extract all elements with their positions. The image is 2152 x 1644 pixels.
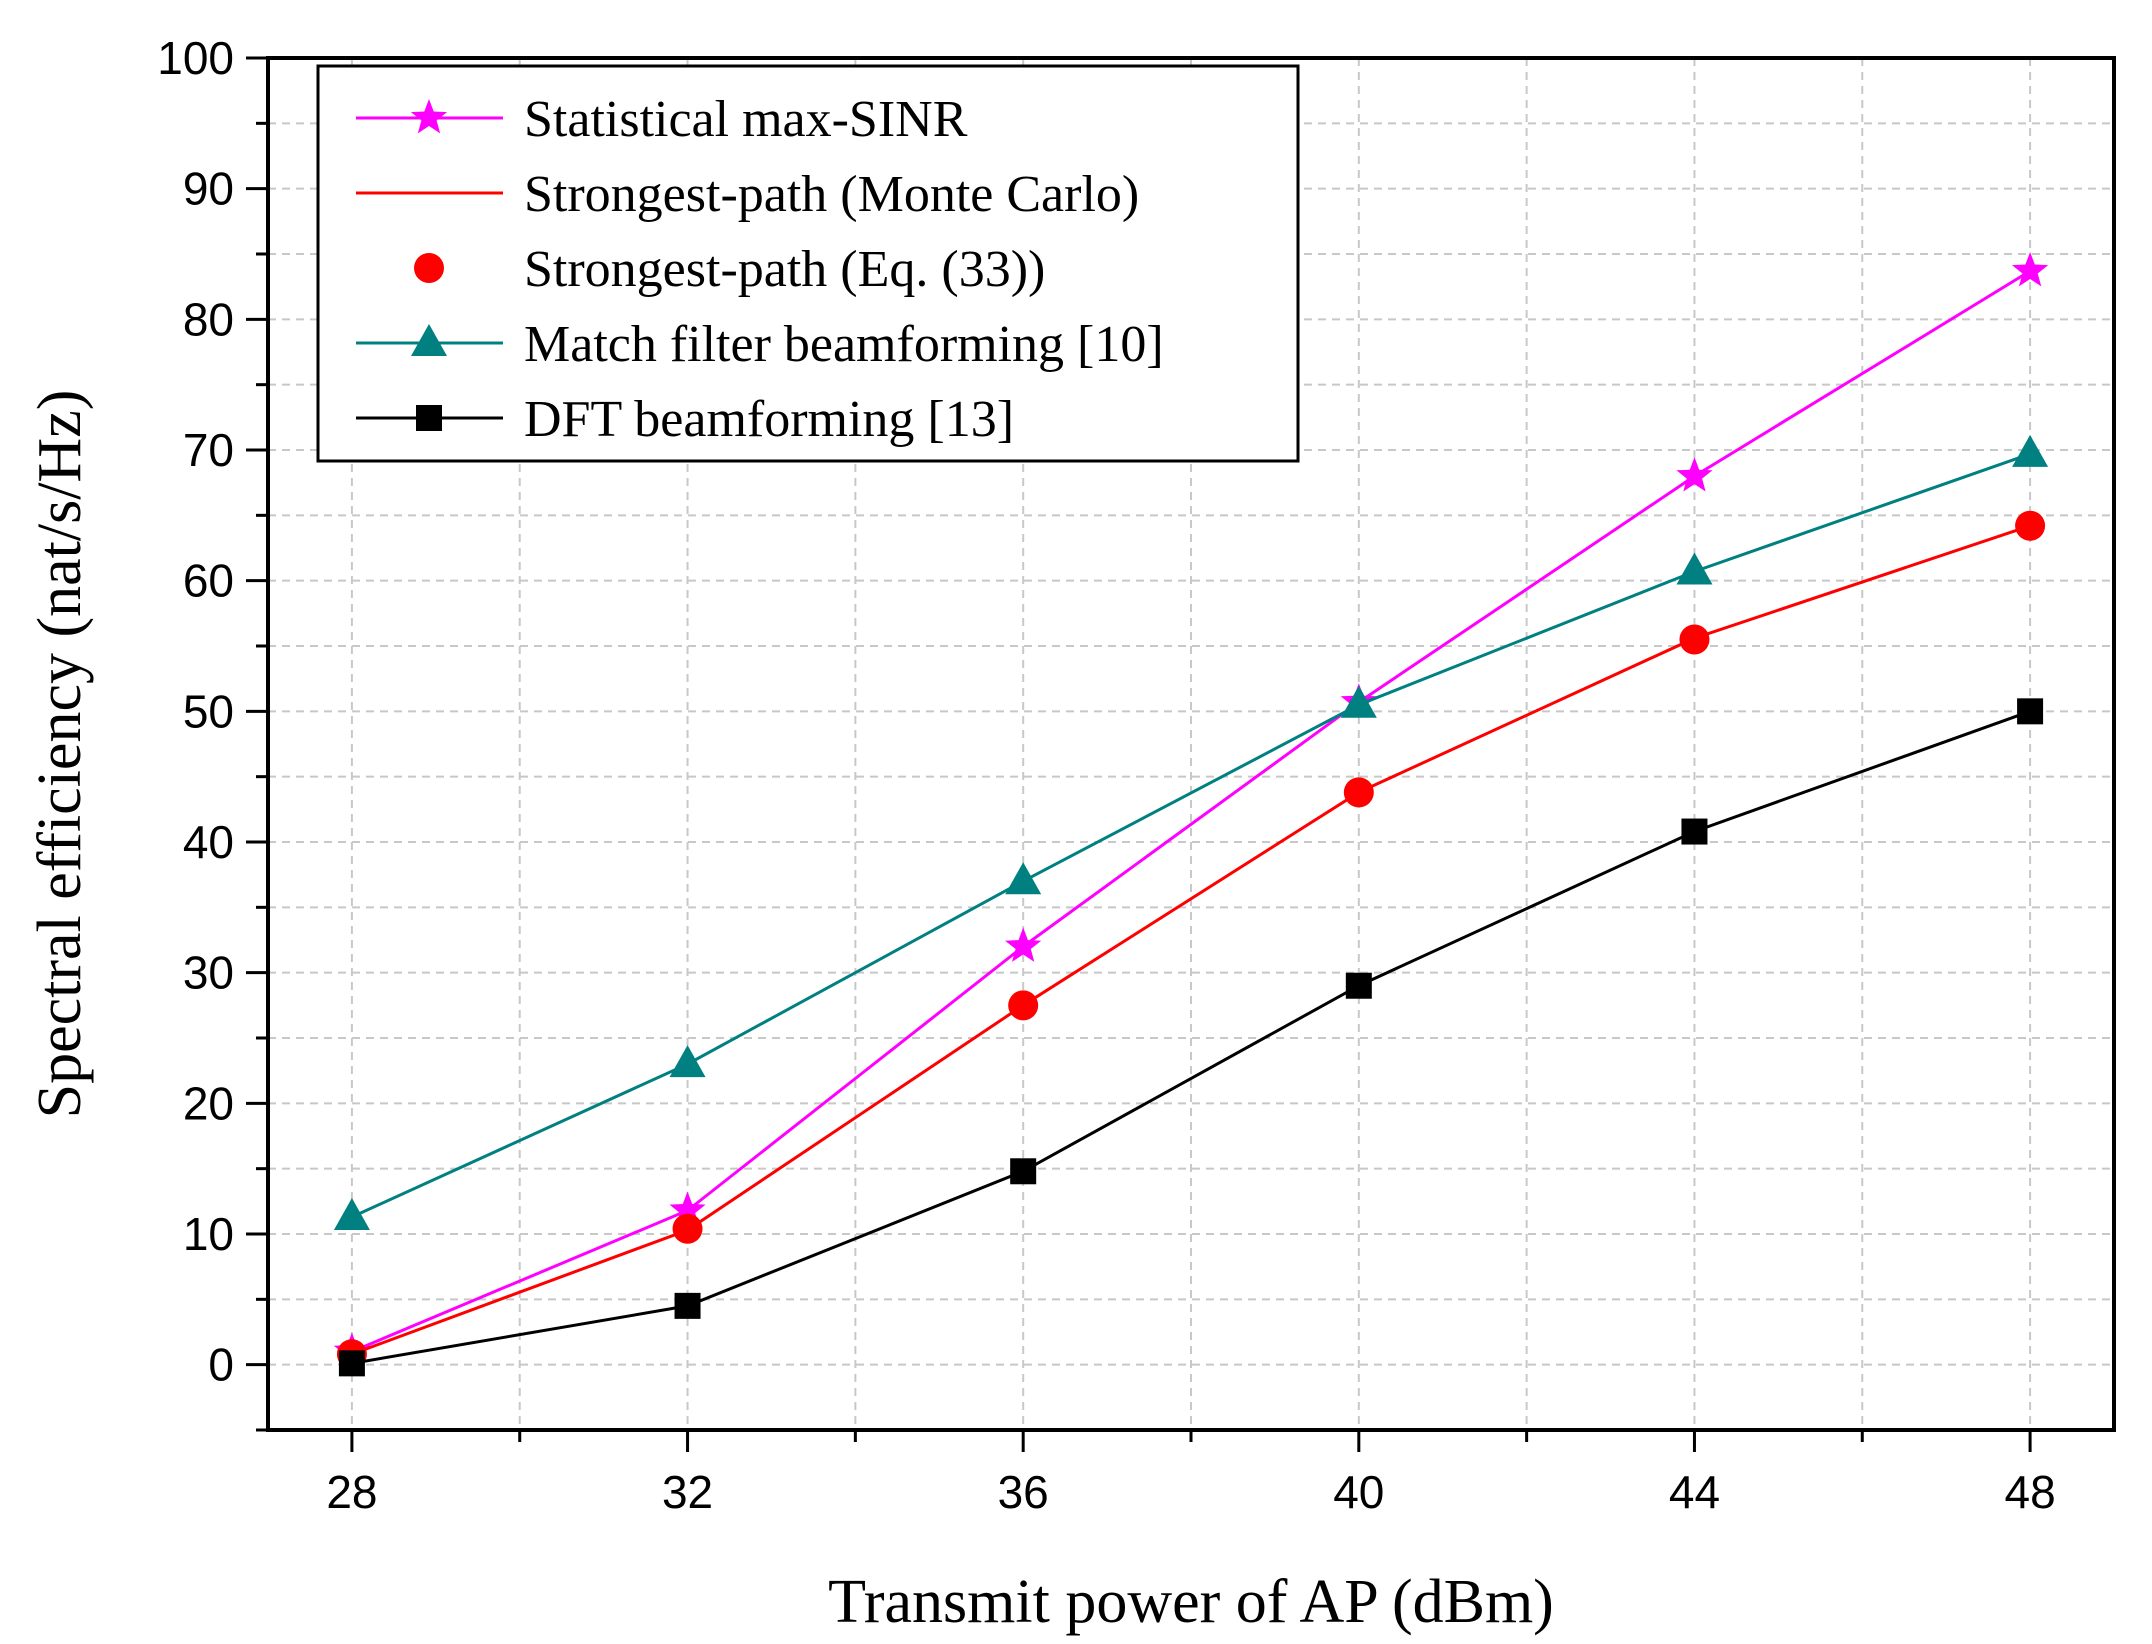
legend-marker bbox=[410, 99, 448, 134]
y-tick-label: 90 bbox=[183, 163, 234, 215]
axis-ticks bbox=[246, 56, 2032, 1452]
legend: Statistical max-SINR Strongest-path (Mont… bbox=[316, 64, 1300, 463]
data-point-match-filter bbox=[1005, 862, 1042, 895]
y-tick-label: 60 bbox=[183, 555, 234, 607]
legend-item-dft: DFT beamforming [13] bbox=[356, 391, 1014, 448]
data-point-strongest-path-eq33 bbox=[2015, 510, 2046, 541]
x-tick-labels: 28 32 36 40 44 48 bbox=[326, 1466, 2055, 1518]
y-tick-label: 0 bbox=[208, 1339, 234, 1391]
y-tick-label: 80 bbox=[183, 293, 234, 345]
data-point-dft bbox=[2017, 698, 2044, 725]
x-tick-label: 36 bbox=[998, 1466, 1049, 1518]
data-point-max-sinr bbox=[2012, 252, 2049, 287]
series-line-match-filter bbox=[351, 452, 2031, 1219]
data-point-dft bbox=[1681, 818, 1708, 845]
legend-label: Strongest-path (Monte Carlo) bbox=[524, 166, 1139, 223]
legend-item-strongest-path-eq33: Strongest-path (Eq. (33)) bbox=[414, 241, 1045, 298]
series-strongest-path-mc bbox=[351, 524, 2031, 1356]
y-axis-title: Spectral efficiency (nat/s/Hz) bbox=[26, 390, 94, 1119]
y-tick-label: 40 bbox=[183, 816, 234, 868]
legend-marker bbox=[414, 253, 444, 283]
data-point-strongest-path-eq33 bbox=[1008, 990, 1039, 1021]
series-layer bbox=[333, 252, 2049, 1377]
legend-label: DFT beamforming [13] bbox=[524, 391, 1014, 448]
data-point-dft bbox=[1345, 972, 1372, 999]
legend-label: Statistical max-SINR bbox=[524, 91, 968, 148]
series-line-dft bbox=[351, 709, 2031, 1365]
legend-item-match-filter: Match filter beamforming [10] bbox=[356, 316, 1164, 373]
legend-marker bbox=[416, 405, 442, 431]
y-tick-label: 10 bbox=[183, 1208, 234, 1260]
data-point-max-sinr bbox=[1005, 927, 1042, 962]
legend-box bbox=[316, 64, 1300, 463]
series-line-max-sinr bbox=[351, 269, 2031, 1353]
data-point-strongest-path-eq33 bbox=[1343, 777, 1374, 808]
series-dft bbox=[338, 698, 2044, 1377]
data-point-match-filter bbox=[2012, 434, 2049, 467]
x-tick-label: 44 bbox=[1669, 1466, 1720, 1518]
y-tick-label: 70 bbox=[183, 424, 234, 476]
data-point-max-sinr bbox=[1676, 457, 1713, 492]
data-point-match-filter bbox=[333, 1198, 370, 1231]
y-tick-label: 20 bbox=[183, 1077, 234, 1129]
y-tick-label: 30 bbox=[183, 947, 234, 999]
data-point-match-filter bbox=[669, 1045, 706, 1078]
x-tick-label: 28 bbox=[326, 1466, 377, 1518]
data-point-strongest-path-eq33 bbox=[1679, 624, 1710, 655]
x-tick-label: 32 bbox=[662, 1466, 713, 1518]
legend-item-max-sinr: Statistical max-SINR bbox=[356, 91, 968, 148]
legend-marker bbox=[411, 324, 447, 356]
x-tick-label: 48 bbox=[2005, 1466, 2056, 1518]
data-point-strongest-path-eq33 bbox=[672, 1213, 703, 1244]
x-tick-label: 40 bbox=[1333, 1466, 1384, 1518]
x-axis-title: Transmit power of AP (dBm) bbox=[828, 1568, 1554, 1636]
data-point-dft bbox=[1010, 1158, 1037, 1185]
data-point-max-sinr bbox=[669, 1191, 706, 1226]
legend-label: Match filter beamforming [10] bbox=[524, 316, 1164, 373]
data-point-match-filter bbox=[1340, 685, 1377, 718]
legend-item-strongest-path-mc: Strongest-path (Monte Carlo) bbox=[356, 166, 1139, 223]
y-tick-label: 50 bbox=[183, 685, 234, 737]
data-point-dft bbox=[674, 1292, 701, 1319]
y-tick-label: 100 bbox=[157, 32, 234, 84]
series-line-strongest-path-mc bbox=[351, 524, 2031, 1356]
series-match-filter bbox=[333, 434, 2049, 1231]
data-point-dft bbox=[338, 1350, 365, 1377]
legend-label: Strongest-path (Eq. (33)) bbox=[524, 241, 1045, 298]
data-point-match-filter bbox=[1676, 552, 1713, 585]
y-tick-labels: 0 10 20 30 40 50 60 70 80 90 100 bbox=[157, 32, 234, 1391]
